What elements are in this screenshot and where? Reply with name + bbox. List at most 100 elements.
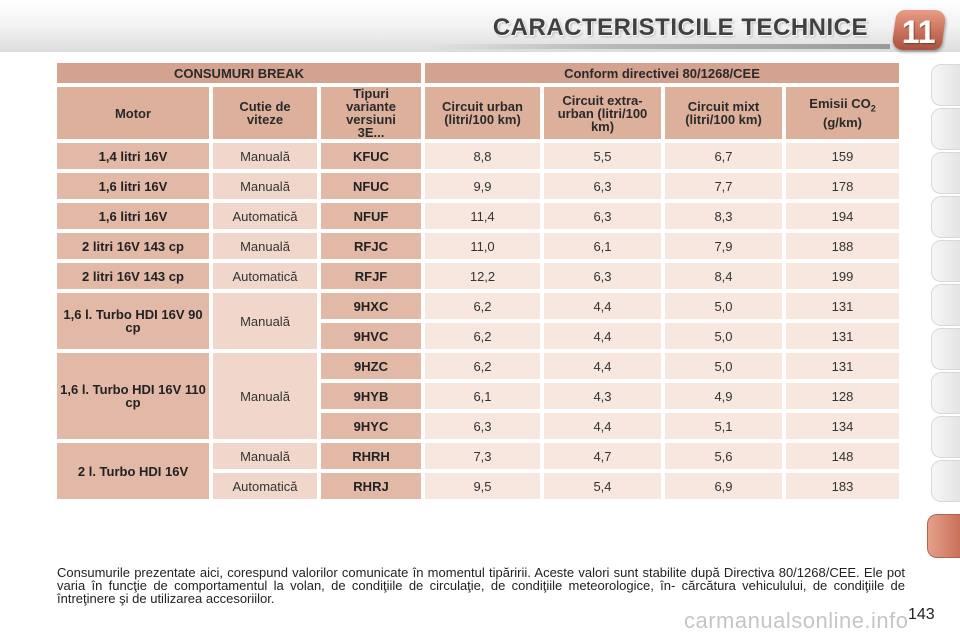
column-header-extra-urban: Circuit extra-urban (litri/100 km) <box>544 87 661 139</box>
footnote: Consumurile prezentate aici, corespund v… <box>57 565 905 606</box>
table-row: 2 litri 16V 143 cp Manuală RFJC 11,0 6,1… <box>57 233 899 259</box>
gearbox-cell: Manuală <box>213 353 317 439</box>
column-header-mixed: Circuit mixt (litri/100 km) <box>665 87 782 139</box>
extra-urban-cell: 5,5 <box>544 143 661 169</box>
consumption-table: CONSUMURI BREAK Conform directivei 80/12… <box>53 59 903 503</box>
motor-cell: 1,6 litri 16V <box>57 173 209 199</box>
mixed-cell: 4,9 <box>665 383 782 409</box>
side-tab[interactable] <box>931 460 960 502</box>
motor-cell: 1,6 l. Turbo HDI 16V 110 cp <box>57 353 209 439</box>
co2-subscript: 2 <box>870 103 876 114</box>
mixed-cell: 7,7 <box>665 173 782 199</box>
motor-cell: 1,6 l. Turbo HDI 16V 90 cp <box>57 293 209 349</box>
motor-cell: 1,6 litri 16V <box>57 203 209 229</box>
mixed-cell: 5,0 <box>665 323 782 349</box>
table-row: 1,6 l. Turbo HDI 16V 90 cp Manuală 9HXC … <box>57 293 899 349</box>
urban-cell: 6,2 <box>425 353 540 379</box>
gearbox-cell: Manuală <box>213 443 317 469</box>
table-row: 1,6 litri 16V Automatică NFUF 11,4 6,3 8… <box>57 203 899 229</box>
co2-cell: 128 <box>786 383 899 409</box>
group-header-directive: Conform directivei 80/1268/CEE <box>425 63 899 83</box>
extra-urban-cell: 4,4 <box>544 323 661 349</box>
table-row: 1,6 l. Turbo HDI 16V 110 cp Manuală 9HZC… <box>57 353 899 439</box>
mixed-cell: 6,9 <box>665 473 782 499</box>
page-number: 143 <box>908 606 935 623</box>
co2-unit: (g/km) <box>823 114 862 130</box>
table-row: 2 litri 16V 143 cp Automatică RFJF 12,2 … <box>57 263 899 289</box>
co2-cell: 194 <box>786 203 899 229</box>
mixed-cell: 7,9 <box>665 233 782 259</box>
extra-urban-cell: 6,1 <box>544 233 661 259</box>
variant-code-cell: NFUF <box>321 203 421 229</box>
page-header <box>0 0 960 52</box>
variant-code-cell: RHRH <box>321 443 421 469</box>
side-tab[interactable] <box>931 108 960 150</box>
extra-urban-cell: 4,7 <box>544 443 661 469</box>
extra-urban-cell: 4,3 <box>544 383 661 409</box>
gearbox-cell: Manuală <box>213 143 317 169</box>
urban-cell: 6,3 <box>425 413 540 439</box>
extra-urban-cell: 4,4 <box>544 353 661 379</box>
urban-cell: 8,8 <box>425 143 540 169</box>
mixed-cell: 5,6 <box>665 443 782 469</box>
group-header-consumption: CONSUMURI BREAK <box>57 63 421 83</box>
urban-cell: 9,5 <box>425 473 540 499</box>
gearbox-cell: Manuală <box>213 233 317 259</box>
co2-cell: 131 <box>786 293 899 319</box>
co2-cell: 199 <box>786 263 899 289</box>
extra-urban-cell: 4,4 <box>544 293 661 319</box>
table-row: 9HVC 6,2 4,4 5,0 131 <box>57 323 899 349</box>
page-title: CARACTERISTICILE TECHNICE <box>492 14 868 41</box>
co2-cell: 188 <box>786 233 899 259</box>
motor-cell: 2 l. Turbo HDI 16V <box>57 443 209 499</box>
table-row: Automatică RHRJ 9,5 5,4 6,9 183 <box>57 473 899 499</box>
table-row: 1,4 litri 16V Manuală KFUC 8,8 5,5 6,7 1… <box>57 143 899 169</box>
side-tab[interactable] <box>931 328 960 370</box>
column-header-motor: Motor <box>57 87 209 139</box>
extra-urban-cell: 6,3 <box>544 263 661 289</box>
mixed-cell: 6,7 <box>665 143 782 169</box>
gearbox-cell: Manuală <box>213 293 317 349</box>
mixed-cell: 5,1 <box>665 413 782 439</box>
urban-cell: 9,9 <box>425 173 540 199</box>
variant-code-cell: RFJF <box>321 263 421 289</box>
side-tab[interactable] <box>931 64 960 106</box>
co2-cell: 131 <box>786 353 899 379</box>
side-tab[interactable] <box>931 240 960 282</box>
urban-cell: 11,4 <box>425 203 540 229</box>
table-row: 9HYB 6,1 4,3 4,9 128 <box>57 383 899 409</box>
table-row: 9HYC 6,3 4,4 5,1 134 <box>57 413 899 439</box>
chapter-number: 11 <box>901 14 936 50</box>
chapter-side-tabs <box>926 64 960 584</box>
side-tab[interactable] <box>931 196 960 238</box>
variant-code-cell: NFUC <box>321 173 421 199</box>
gearbox-cell: Automatică <box>213 203 317 229</box>
watermark: carmanualsonline.info <box>684 608 909 633</box>
side-tab[interactable] <box>931 152 960 194</box>
urban-cell: 11,0 <box>425 233 540 259</box>
motor-cell: 2 litri 16V 143 cp <box>57 263 209 289</box>
motor-cell: 1,4 litri 16V <box>57 143 209 169</box>
urban-cell: 6,2 <box>425 293 540 319</box>
co2-label: Emisii CO <box>809 96 871 112</box>
variant-code-cell: 9HYB <box>321 383 421 409</box>
extra-urban-cell: 6,3 <box>544 203 661 229</box>
mixed-cell: 5,0 <box>665 353 782 379</box>
variant-code-cell: 9HXC <box>321 293 421 319</box>
side-tab[interactable] <box>931 372 960 414</box>
chapter-badge[interactable]: 11 <box>891 10 947 50</box>
extra-urban-cell: 5,4 <box>544 473 661 499</box>
table-row: 1,6 litri 16V Manuală NFUC 9,9 6,3 7,7 1… <box>57 173 899 199</box>
urban-cell: 6,2 <box>425 323 540 349</box>
urban-cell: 6,1 <box>425 383 540 409</box>
variant-code-cell: KFUC <box>321 143 421 169</box>
co2-cell: 131 <box>786 323 899 349</box>
side-tab[interactable] <box>931 284 960 326</box>
mixed-cell: 8,4 <box>665 263 782 289</box>
header-divider <box>430 44 890 49</box>
extra-urban-cell: 4,4 <box>544 413 661 439</box>
side-tab-active[interactable] <box>927 514 960 558</box>
table-row: 2 l. Turbo HDI 16V Manuală RHRH 7,3 4,7 … <box>57 443 899 499</box>
urban-cell: 7,3 <box>425 443 540 469</box>
side-tab[interactable] <box>931 416 960 458</box>
